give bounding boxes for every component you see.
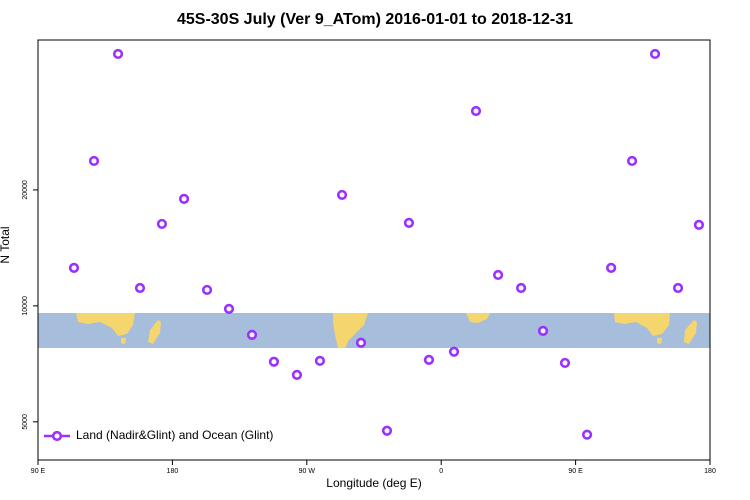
land <box>121 338 126 344</box>
point <box>68 262 80 273</box>
legend-label: Land (Nadir&Glint) and Ocean (Glint) <box>76 428 273 442</box>
point <box>314 355 326 366</box>
point <box>336 189 348 201</box>
point <box>537 325 549 337</box>
point <box>559 357 571 369</box>
x-axis-label: Longitude (deg E) <box>326 476 421 490</box>
land <box>148 320 161 344</box>
y-axis-label: N Total <box>0 226 12 263</box>
point <box>403 217 415 229</box>
ocean <box>38 313 710 348</box>
land <box>684 320 697 344</box>
x-tick-label: 90 E <box>31 468 46 475</box>
land <box>657 338 662 344</box>
plot-frame <box>37 39 711 461</box>
point <box>581 429 593 440</box>
point <box>268 356 280 367</box>
x-tick-label: 0 <box>439 468 443 475</box>
land <box>76 313 135 336</box>
point <box>423 354 435 366</box>
legend-marker <box>51 430 63 442</box>
point <box>178 193 190 204</box>
map-band <box>38 313 710 348</box>
point <box>156 218 168 230</box>
land <box>466 313 490 323</box>
point <box>606 262 617 273</box>
land <box>614 313 670 336</box>
x-tick-label: 180 <box>167 468 179 475</box>
point <box>291 369 303 380</box>
point <box>649 48 661 60</box>
point <box>515 282 527 294</box>
point <box>470 105 482 117</box>
point <box>246 329 258 340</box>
point <box>134 282 146 294</box>
point <box>88 155 100 167</box>
point <box>492 269 504 281</box>
point <box>223 303 235 315</box>
y-tick-label: 5000 <box>22 414 29 430</box>
point <box>355 337 367 348</box>
point <box>112 48 124 60</box>
point <box>381 425 393 436</box>
point <box>201 284 213 296</box>
chart-title: 45S-30S July (Ver 9_ATom) 2016-01-01 to … <box>177 11 573 28</box>
x-tick-label: 90 W <box>299 468 316 475</box>
land <box>333 313 368 348</box>
point <box>626 155 638 167</box>
point <box>693 219 705 230</box>
y-tick-label: 10000 <box>22 296 29 316</box>
y-tick-label: 20000 <box>22 180 29 200</box>
x-tick-label: 180 <box>704 468 716 475</box>
legend-item: Land (Nadir&Glint) and Ocean (Glint) <box>44 428 273 442</box>
point <box>448 346 460 357</box>
point <box>672 282 684 294</box>
x-tick-label: 90 E <box>568 468 583 475</box>
